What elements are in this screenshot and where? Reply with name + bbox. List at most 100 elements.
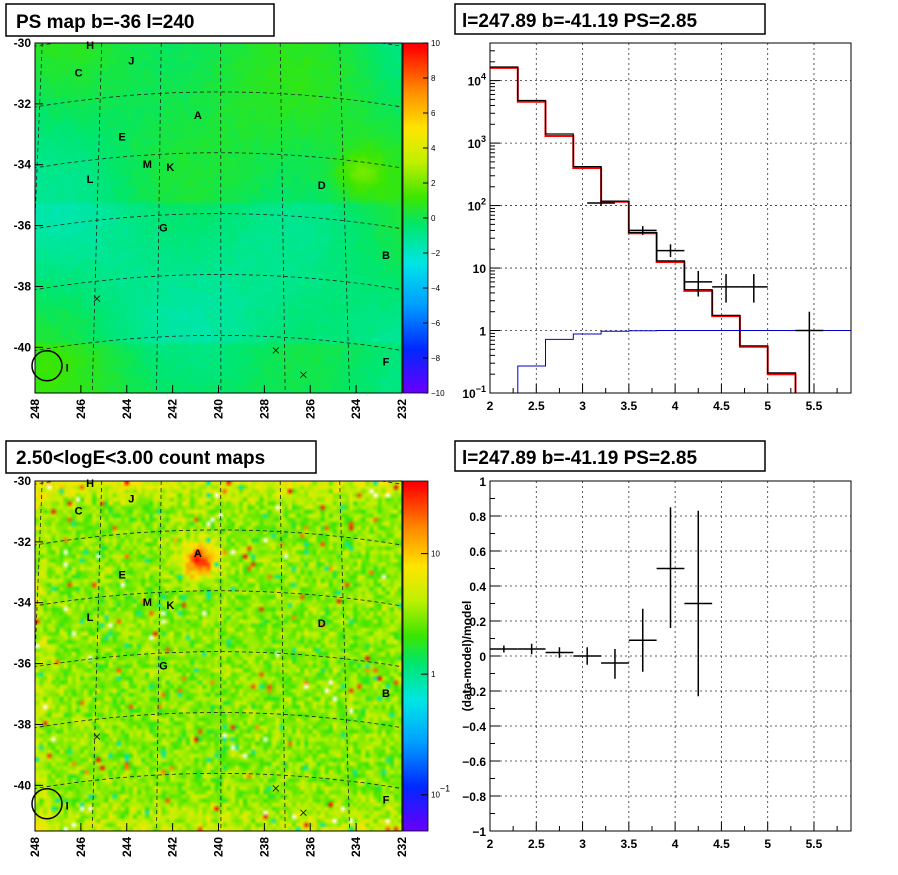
residual-y-tick-label: 1 [479,475,486,489]
spectrum-model-total-line [490,66,797,393]
spectrum-y-tick-label: 103 [468,134,486,151]
ps-map-title: PS map b=-36 l=240 [16,12,195,33]
source-label-l: L [87,174,94,186]
meridian-line-b-32 [35,91,402,108]
x-marker [272,347,280,354]
spectrum-panel: l=247.89 b=-41.19 PS=2.85 2 2.5 3 3.5 4 4.5 5 5… [454,3,852,413]
spectrum-y-tick-label-base: 10 [468,200,482,214]
x-tick-label: 236 [303,399,317,419]
residual-x-tick-label: 5 [764,837,771,851]
y-tick-label: -40 [14,340,32,354]
residual-x-tick-label: 2 [487,837,494,851]
colorbar-tick-label: 10 [431,550,440,559]
residual-x-tick-label: 2.5 [528,837,545,851]
parallel-line [279,43,286,393]
count-map-title: 2.50<logE<3.00 count maps [16,448,265,469]
spectrum-y-tick-label-base: 10 [473,262,487,276]
count-map-image [35,481,402,831]
residual-y-tick-label: 0.8 [469,510,486,524]
spectrum-y-tick-label-base: 10 [468,137,482,151]
source-label-d: D [318,618,326,630]
meridian-line-b-38 [35,712,402,729]
y-tick-label: -30 [14,474,32,488]
parallel-line [339,481,350,831]
spectrum-y-tick-label-exp: −1 [476,384,486,394]
spectrum-grid [489,43,851,394]
x-tick-label: 240 [212,399,226,419]
spectrum-y-tick-label: 10−1 [462,384,486,401]
y-tick-label: -38 [14,279,32,293]
y-tick-label: -38 [14,717,32,731]
x-tick-label: 232 [395,837,409,857]
meridian-line-b-40 [35,772,402,789]
colorbar-tick-label: 1 [431,670,436,679]
spectrum-y-tick-label-exp: 3 [481,134,486,144]
spectrum-title: l=247.89 b=-41.19 PS=2.85 [462,11,697,32]
spectrum-x-tick-label: 5.5 [806,399,823,413]
source-label-e: E [118,131,125,143]
x-marker [93,295,101,302]
x-tick-label: 246 [74,399,88,419]
spectrum-y-tick-label-base: 10 [468,75,482,89]
spectrum-x-tick-label: 2 [487,399,494,413]
source-label-g: G [159,223,168,235]
spectrum-x-tick-label: 2.5 [528,399,545,413]
spectrum-x-tick-label: 3 [579,399,586,413]
spectrum-x-tick-label: 5 [764,399,771,413]
residual-y-tick-label: 0.4 [469,580,486,594]
x-tick-label: 242 [166,399,180,419]
y-tick-label: -36 [14,657,32,671]
source-label-m: M [143,159,152,171]
meridian-line-b-34 [35,152,402,169]
source-label-f: F [383,795,390,807]
count-map-title-box [5,440,317,474]
spectrum-x-tick-label: 4.5 [713,399,730,413]
residual-panel: l=247.89 b=-41.19 PS=2.85 2 2.5 3 3.5 4 4.5 5 5… [454,440,852,851]
parallel-line [339,43,350,393]
x-tick-label: 238 [257,399,271,419]
y-tick-label: -34 [14,158,32,172]
colorbar-tick-label-base: 10 [431,791,440,800]
source-label-a: A [194,110,202,122]
meridian-line-b-40 [35,334,402,351]
parallel-line [35,481,43,666]
meridian-line-b-36 [35,651,402,668]
spectrum-title-box [454,3,766,35]
spectrum-y-tick-label: 10 [473,262,487,276]
x-marker [272,785,280,792]
residual-x-tick-label: 3 [579,837,586,851]
x-tick-label: 236 [303,837,317,857]
x-marker [93,733,101,740]
spectrum-y-tick-label-base: 1 [479,325,486,339]
meridian-line-b-32 [35,529,402,546]
residual-title-box [454,440,766,472]
residual-y-axis-label: (data-model)/model [460,601,474,712]
residual-y-tick-label: −0.8 [462,790,486,804]
source-label-f: F [383,357,390,369]
spectrum-y-tick-label: 102 [468,197,486,214]
source-label-k: K [166,600,174,612]
residual-y-tick-label: −0.2 [462,685,486,699]
ps-map-axes: 248 246 244 242 240 238 236 234 232 -30 -32 -34 -36 -… [14,36,409,419]
x-tick-label: 244 [120,399,134,419]
colorbar-tick-label: 10−1 [431,784,450,800]
colorbar-tick-label-base: 1 [431,670,436,679]
source-label-i: I [66,801,69,813]
source-label-i: I [66,363,69,375]
x-tick-label: 244 [120,837,134,857]
x-tick-label: 242 [166,837,180,857]
x-tick-label: 248 [28,837,42,857]
x-tick-label: 248 [28,399,42,419]
source-label-b: B [382,688,390,700]
x-tick-label: 234 [349,837,363,857]
source-label-e: E [118,569,125,581]
colorbar-tick-label: 4 [431,144,436,153]
source-label-l: L [87,612,94,624]
spectrum-y-tick-label-exp: 4 [481,72,486,82]
x-marker [300,809,307,817]
residual-y-tick-label: 0.2 [469,615,486,629]
psf-circle [31,788,63,820]
